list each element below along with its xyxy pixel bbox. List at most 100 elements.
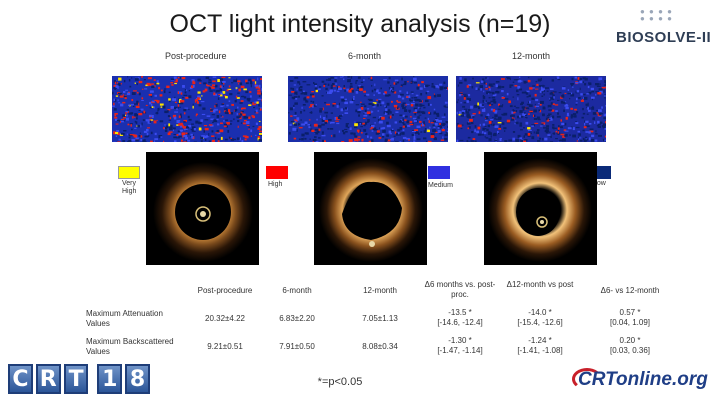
heatmap-speckle bbox=[506, 122, 511, 124]
heatmap-speckle bbox=[536, 83, 539, 86]
heatmap-speckle bbox=[490, 100, 494, 103]
heatmap-speckle bbox=[349, 88, 354, 92]
heatmap-speckle bbox=[140, 135, 143, 138]
heatmap-speckle bbox=[583, 139, 588, 142]
heatmap-speckle bbox=[183, 126, 187, 129]
heatmap-speckle bbox=[413, 107, 418, 111]
heatmap-speckle bbox=[373, 129, 377, 131]
heatmap-speckle bbox=[138, 135, 141, 137]
heatmap-speckle bbox=[557, 129, 559, 132]
heatmap-speckle bbox=[368, 140, 372, 142]
heatmap-speckle bbox=[354, 121, 356, 123]
heatmap-speckle bbox=[193, 141, 197, 142]
heatmap-speckle bbox=[260, 94, 262, 96]
heatmap-speckle bbox=[301, 133, 305, 137]
heatmap-speckle bbox=[342, 114, 344, 116]
heatmap-speckle bbox=[308, 119, 311, 121]
heatmap-speckle bbox=[330, 112, 333, 114]
heatmap-speckle bbox=[114, 81, 117, 85]
cell-backscattered-post: 9.21±0.51 bbox=[207, 342, 243, 351]
heatmap-speckle bbox=[355, 81, 357, 84]
heatmap-speckle bbox=[128, 79, 131, 82]
heatmap-speckle bbox=[249, 91, 252, 93]
heatmap-speckle bbox=[234, 110, 237, 112]
heatmap-speckle bbox=[192, 103, 194, 107]
heatmap-speckle bbox=[430, 122, 434, 124]
heatmap-speckle bbox=[395, 141, 399, 142]
heatmap-speckle bbox=[297, 118, 299, 121]
heatmap-speckle bbox=[582, 112, 586, 115]
heatmap-speckle bbox=[132, 105, 135, 107]
heatmap-speckle bbox=[535, 99, 539, 102]
heatmap-speckle bbox=[557, 79, 561, 81]
heatmap-speckle bbox=[410, 102, 415, 105]
heatmap-speckle bbox=[390, 89, 393, 92]
heatmap-speckle bbox=[497, 85, 502, 89]
heatmap-speckle bbox=[589, 123, 592, 125]
heatmap-speckle bbox=[227, 122, 230, 125]
heatmap-speckle bbox=[201, 135, 205, 137]
heatmap-speckle bbox=[584, 77, 588, 81]
heatmap-speckle bbox=[117, 99, 119, 102]
heatmap-speckle bbox=[539, 85, 543, 88]
heatmap-speckle bbox=[460, 114, 464, 117]
heatmap-speckle bbox=[391, 128, 394, 130]
heatmap-speckle bbox=[458, 113, 463, 116]
heatmap-speckle bbox=[399, 127, 403, 130]
heatmap-speckle bbox=[597, 120, 600, 124]
heatmap-speckle bbox=[443, 105, 446, 108]
heatmap-speckle bbox=[220, 105, 224, 108]
heatmap-speckle bbox=[132, 116, 134, 119]
heatmap-speckle bbox=[557, 112, 559, 115]
biosolve-logo-text: BIOSOLVE-II bbox=[616, 29, 712, 46]
heatmap-speckle bbox=[567, 89, 570, 91]
heatmap-speckle bbox=[134, 127, 137, 129]
heatmap-speckle bbox=[145, 135, 149, 137]
heatmap-speckle bbox=[374, 122, 376, 124]
heatmap-speckle bbox=[319, 108, 323, 110]
heatmap-speckle bbox=[380, 127, 385, 130]
heatmap-speckle bbox=[394, 83, 398, 85]
heatmap-speckle bbox=[314, 85, 317, 87]
heatmap-speckle bbox=[231, 103, 234, 106]
heatmap-speckle bbox=[131, 128, 133, 131]
heatmap-speckle bbox=[116, 119, 120, 122]
heatmap-speckle bbox=[548, 118, 551, 120]
heatmap-speckle bbox=[225, 125, 228, 128]
heatmap-speckle bbox=[341, 141, 345, 142]
heatmap-speckle bbox=[530, 132, 532, 135]
heatmap-speckle bbox=[314, 123, 318, 127]
heatmap-speckle bbox=[407, 80, 409, 83]
heatmap-speckle bbox=[377, 110, 380, 112]
heatmap-speckle bbox=[118, 83, 121, 86]
heatmap-speckle bbox=[217, 79, 220, 82]
heatmap-speckle bbox=[321, 119, 325, 122]
heatmap-speckle bbox=[390, 111, 392, 114]
heatmap-speckle bbox=[552, 91, 555, 94]
heatmap-speckle bbox=[213, 119, 218, 123]
cell-backscattered-delta-12-post: -1.24 * [-1.41, -1.08] bbox=[517, 336, 563, 355]
heatmap-speckle bbox=[410, 82, 413, 84]
heatmap-speckle bbox=[372, 102, 377, 105]
heatmap-speckle bbox=[149, 106, 153, 109]
heatmap-speckle bbox=[603, 97, 606, 99]
heatmap-speckle bbox=[226, 108, 228, 110]
heatmap-speckle bbox=[334, 117, 337, 120]
heatmap-speckle bbox=[436, 114, 440, 117]
heatmap-speckle bbox=[537, 134, 539, 137]
heatmap-speckle bbox=[487, 102, 491, 105]
heatmap-speckle bbox=[167, 132, 171, 136]
heatmap-speckle bbox=[564, 104, 569, 107]
heatmap-speckle bbox=[446, 131, 448, 133]
heatmap-speckle bbox=[322, 117, 326, 120]
heatmap-speckle bbox=[115, 85, 119, 88]
heatmap-speckle bbox=[200, 136, 203, 140]
heatmap-speckle bbox=[564, 92, 567, 94]
heatmap-speckle bbox=[240, 95, 244, 98]
heatmap-speckle bbox=[131, 99, 134, 102]
heatmap-speckle bbox=[508, 139, 512, 142]
heatmap-speckle bbox=[244, 120, 247, 122]
heatmap-speckle bbox=[487, 124, 490, 128]
heatmap-speckle bbox=[517, 115, 521, 119]
heatmap-speckle bbox=[183, 119, 187, 122]
